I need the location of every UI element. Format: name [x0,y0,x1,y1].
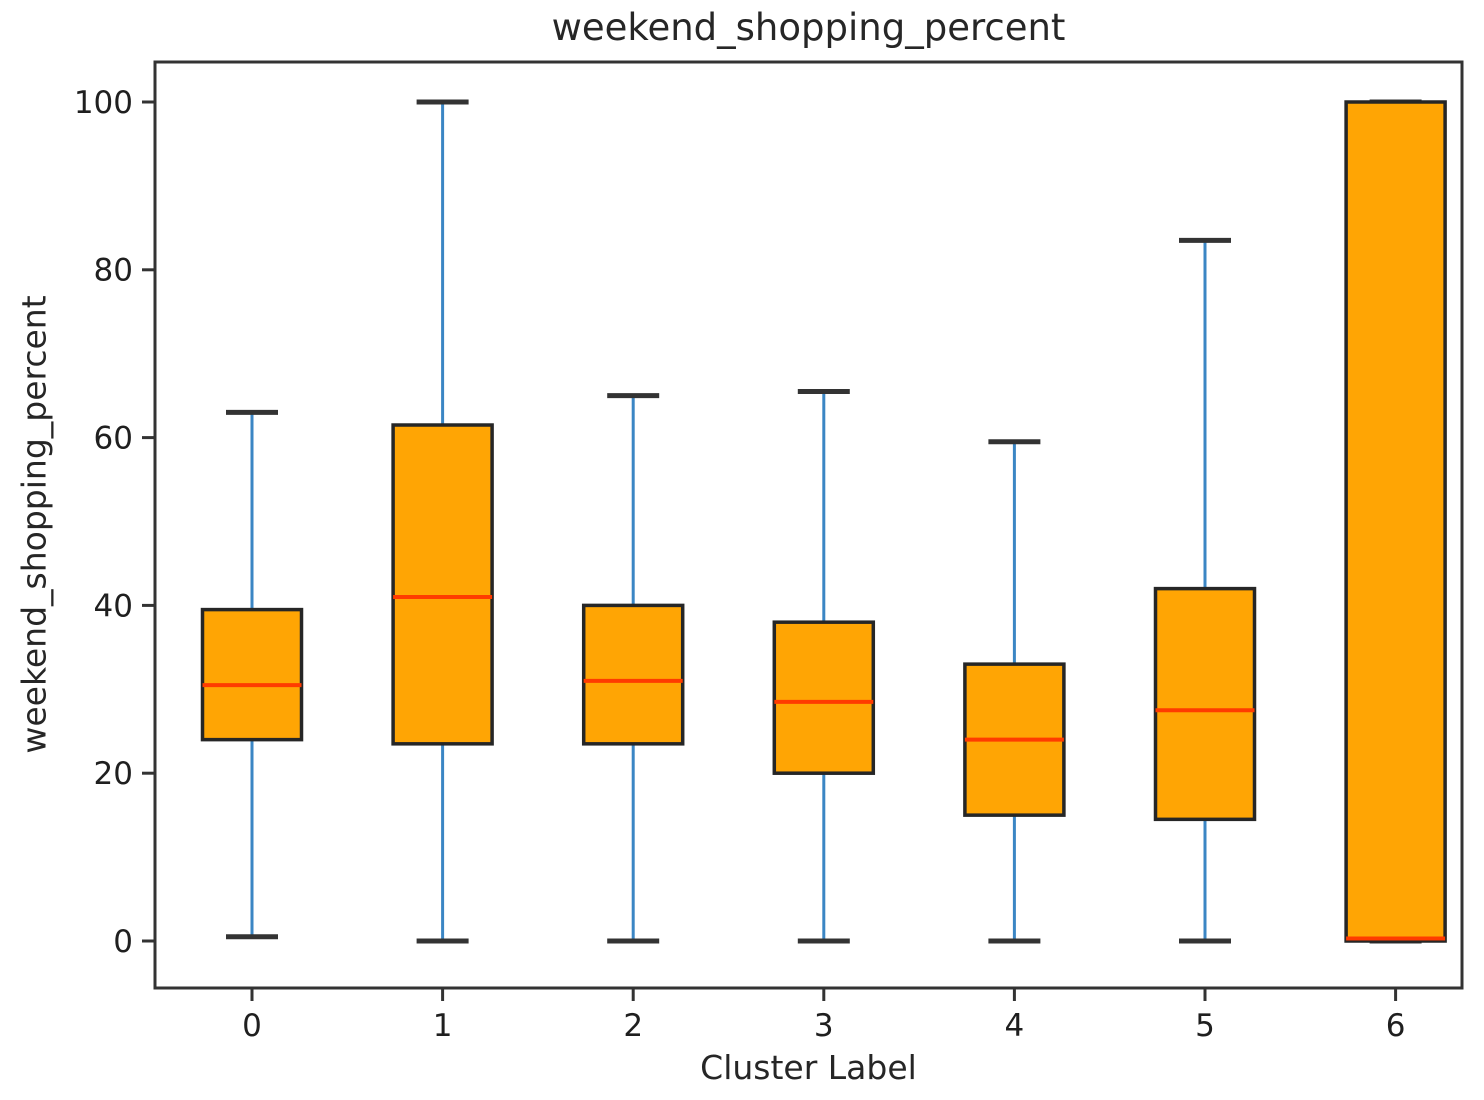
x-axis-label: Cluster Label [700,1048,917,1087]
box-cluster-1 [391,423,494,746]
y-tick-label: 60 [94,420,133,456]
box-cluster-5 [1153,586,1257,822]
box-cluster-0 [200,607,304,742]
box-cluster-3 [772,620,876,775]
y-axis-label: weekend_shopping_percent [14,295,54,754]
box-cluster-2 [581,603,685,746]
y-tick-label: 100 [74,85,133,121]
x-tick-label: 6 [1386,1008,1406,1044]
box-cluster-6 [1344,100,1447,943]
x-tick-label: 3 [814,1008,834,1044]
x-tick-label: 1 [433,1008,453,1044]
y-tick-label: 40 [94,588,133,624]
x-tick-label: 4 [1005,1008,1025,1044]
x-tick-label: 5 [1195,1008,1215,1044]
x-tick-label: 2 [623,1008,643,1044]
plot-border [153,60,1464,990]
chart-title: weekend_shopping_percent [551,6,1066,49]
y-tick-label: 0 [113,924,133,960]
y-tick-label: 80 [94,253,133,289]
x-tick-label: 0 [242,1008,262,1044]
y-tick-label: 20 [94,756,133,792]
